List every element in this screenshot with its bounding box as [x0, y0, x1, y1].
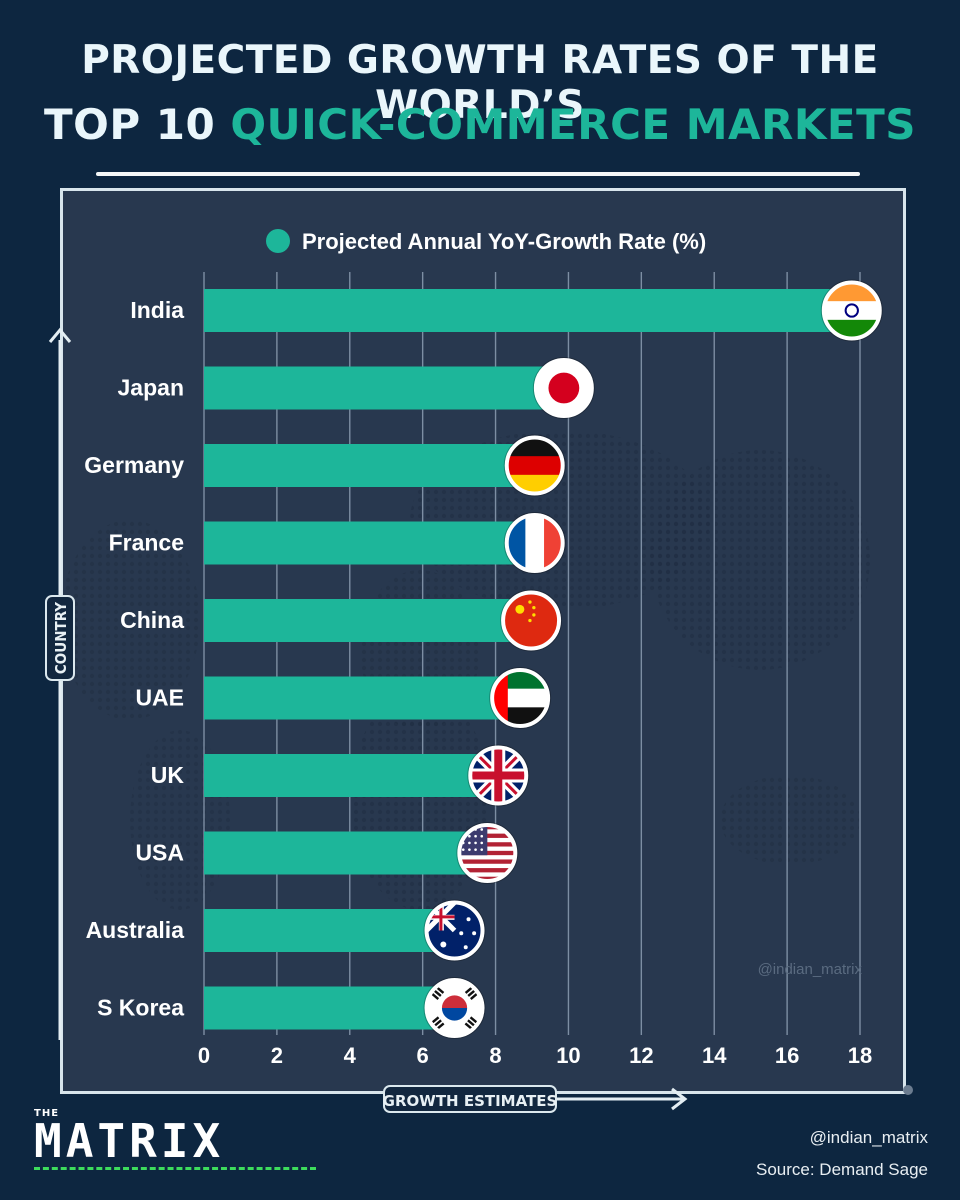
- y-category-label: France: [109, 530, 184, 556]
- y-axis-badge-label: COUNTRY: [52, 602, 70, 674]
- y-category-label: Germany: [84, 452, 184, 478]
- x-tick-label: 12: [629, 1043, 653, 1068]
- y-axis-badge: COUNTRY: [45, 595, 75, 681]
- legend: Projected Annual YoY-Growth Rate (%): [266, 229, 706, 254]
- title-highlight: QUICK-COMMERCE MARKETS: [230, 100, 916, 149]
- x-tick-label: 2: [271, 1043, 283, 1068]
- bar: [204, 521, 525, 565]
- x-tick-label: 8: [489, 1043, 501, 1068]
- bar: [204, 599, 522, 642]
- x-axis-badge-label: GROWTH ESTIMATES: [383, 1092, 558, 1110]
- x-tick-label: 4: [344, 1043, 357, 1068]
- india-flag-icon: [820, 279, 883, 342]
- title-underline: [96, 172, 860, 176]
- y-category-label: Australia: [86, 917, 185, 943]
- y-category-label: UAE: [135, 685, 184, 711]
- japan-flag-icon: [532, 357, 595, 419]
- watermark: @indian_matrix: [758, 961, 863, 978]
- x-tick-label: 16: [775, 1043, 799, 1068]
- y-category-label: India: [130, 297, 184, 323]
- footer-source: Source: Demand Sage: [756, 1160, 928, 1179]
- x-axis-arrow: [556, 1087, 688, 1111]
- legend-label: Projected Annual YoY-Growth Rate (%): [302, 229, 706, 254]
- x-tick-label: 14: [702, 1043, 727, 1068]
- france-flag-icon: [503, 512, 566, 574]
- x-tick-label: 10: [556, 1043, 580, 1068]
- legend-marker: [266, 229, 290, 253]
- y-category-label: China: [120, 607, 184, 633]
- footer-handle: @indian_matrix: [809, 1128, 928, 1147]
- south-korea-flag-icon: [423, 977, 486, 1039]
- chart-title-line2: TOP 10 QUICK-COMMERCE MARKETS: [0, 100, 960, 149]
- logo-small-text: THE: [34, 1108, 60, 1119]
- panel-corner-dot: [903, 1085, 913, 1095]
- bar: [204, 909, 445, 952]
- bar: [204, 289, 842, 332]
- usa-flag-icon: [456, 822, 519, 884]
- bar: [204, 676, 511, 720]
- y-category-label: UK: [151, 762, 185, 788]
- bar: [204, 444, 525, 487]
- matrix-logo: THE MATRIX: [34, 1108, 316, 1170]
- y-category-label: USA: [135, 840, 184, 866]
- bar: [204, 366, 554, 410]
- china-flag-icon: [500, 589, 563, 652]
- chart-title-line1: PROJECTED GROWTH RATES OF THE WORLD’S: [81, 38, 879, 128]
- australia-flag-icon: [423, 899, 486, 962]
- uae-flag-icon: [489, 667, 552, 729]
- bar: [204, 986, 445, 1030]
- x-axis-badge: GROWTH ESTIMATES: [383, 1085, 558, 1113]
- y-category-label: S Korea: [97, 995, 184, 1021]
- logo-dash-line: [34, 1167, 316, 1170]
- x-tick-label: 0: [198, 1043, 210, 1068]
- germany-flag-icon: [503, 434, 566, 497]
- y-axis-arrow: [48, 327, 72, 1040]
- bar: [204, 754, 489, 797]
- bar: [204, 831, 478, 875]
- uk-flag-icon: [467, 744, 530, 807]
- x-tick-label: 18: [848, 1043, 872, 1068]
- logo-main-text: MATRIX: [34, 1114, 225, 1168]
- y-category-label: Japan: [118, 375, 184, 401]
- title-prefix: TOP 10: [44, 100, 216, 149]
- x-tick-label: 6: [417, 1043, 429, 1068]
